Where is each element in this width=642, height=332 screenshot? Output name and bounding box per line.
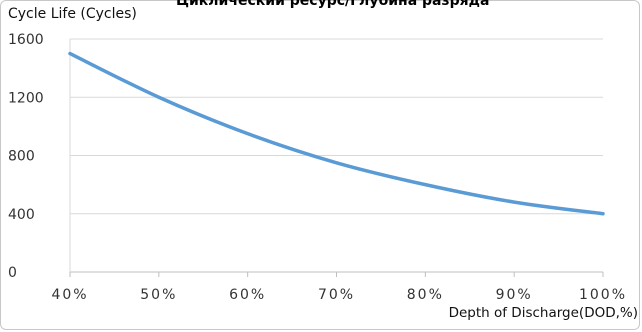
x-tick-label: 50% [140,287,177,303]
y-tick-label: 400 [8,207,35,223]
series-layer [70,54,603,214]
x-tick-label: 80% [407,287,444,303]
y-tick-label: 800 [8,149,35,165]
y-tick-label: 1200 [8,90,44,106]
x-tick-label: 60% [229,287,266,303]
series-line [70,54,603,214]
x-tick-label: 40% [51,287,88,303]
axes [70,39,603,277]
y-tick-label: 0 [8,265,17,281]
x-tick-label: 100% [579,287,627,303]
tick-labels: 0 400 800 1200 1600 40% 50% 60% 70% 80% 90% 100% [8,32,627,303]
y-tick-label: 1600 [8,32,44,48]
x-tick-label: 70% [318,287,355,303]
x-tick-label: 90% [496,287,533,303]
grid-lines [70,39,603,214]
